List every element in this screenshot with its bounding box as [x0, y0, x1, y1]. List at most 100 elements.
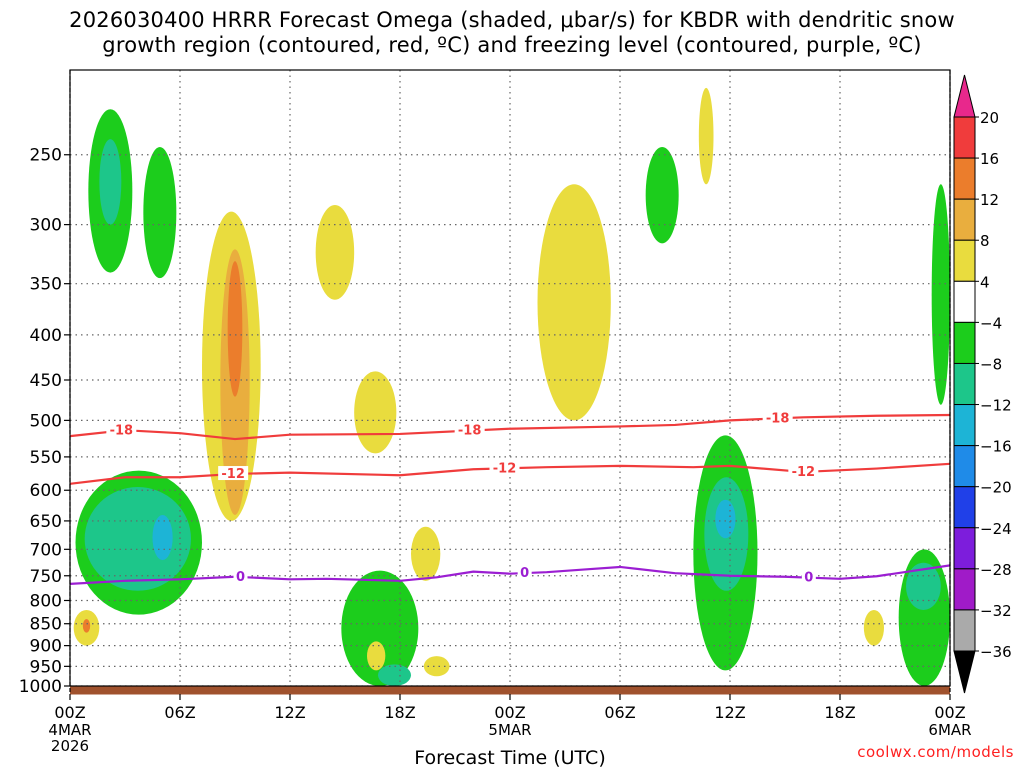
- colorbar-segment: [953, 445, 976, 488]
- y-tick-label: 350: [30, 275, 62, 295]
- site-credit: coolwx.com/models: [857, 743, 1014, 761]
- colorbar-label: 20: [980, 109, 999, 127]
- x-tick-sublabel: 5MAR: [488, 721, 531, 739]
- colorbar-label: −8: [980, 355, 1002, 373]
- chart-title-line-1: 2026030400 HRRR Forecast Omega (shaded, …: [69, 8, 955, 32]
- omega-shade-region: [698, 87, 714, 185]
- y-tick-label: 500: [30, 411, 62, 431]
- colorbar-top-arrow: [953, 74, 976, 118]
- omega-shade-region: [367, 641, 386, 671]
- colorbar-segment: [953, 404, 976, 447]
- omega-shade-region: [341, 570, 419, 686]
- colorbar-segment: [953, 609, 976, 652]
- colorbar-segment: [953, 321, 976, 364]
- y-tick-label: 600: [30, 481, 62, 501]
- y-tick-label: 450: [30, 371, 62, 391]
- colorbar-label: −4: [980, 314, 1002, 332]
- omega-shade-region: [143, 147, 177, 279]
- omega-shade-region: [99, 139, 122, 225]
- contour-label: 0: [804, 571, 813, 586]
- x-tick-label: 12Z: [274, 703, 305, 722]
- omega-shade-region: [906, 562, 941, 610]
- colorbar-label: 12: [980, 191, 999, 209]
- y-tick-label: 550: [30, 448, 62, 468]
- contour-label: -18: [458, 424, 482, 439]
- omega-shade-region: [423, 656, 450, 677]
- omega-shade-region: [645, 147, 679, 244]
- contour-label-bg: [233, 569, 248, 584]
- contour-label-bg: [489, 460, 520, 475]
- x-axis-label: Forecast Time (UTC): [414, 747, 605, 768]
- contour-label: 0: [520, 566, 529, 581]
- y-tick-label: 650: [30, 512, 62, 532]
- omega-shade-region: [537, 184, 611, 421]
- x-tick-label: 06Z: [164, 703, 195, 722]
- colorbar-label: 8: [980, 232, 990, 250]
- colorbar-label: −24: [980, 520, 1012, 538]
- y-tick-label: 300: [30, 216, 62, 236]
- y-tick-label: 850: [30, 615, 62, 635]
- omega-shade-region: [863, 609, 885, 646]
- colorbar-segment: [953, 198, 976, 241]
- colorbar-bottom-arrow: [953, 650, 976, 694]
- contour-label: -12: [493, 461, 517, 476]
- colorbar-segment: [953, 116, 976, 159]
- omega-shade-region: [84, 487, 191, 591]
- colorbar-label: 16: [980, 150, 999, 168]
- contour-label: -12: [221, 467, 245, 482]
- colorbar-label: −28: [980, 561, 1012, 579]
- colorbar-label: −12: [980, 397, 1012, 415]
- chart-title-line-2: growth region (contoured, red, ºC) and f…: [102, 33, 922, 57]
- x-tick-label: 18Z: [824, 703, 855, 722]
- colorbar-segment: [953, 568, 976, 611]
- contour-label: -18: [110, 424, 134, 439]
- colorbar-label: 4: [980, 273, 990, 291]
- colorbar-label: −20: [980, 479, 1012, 497]
- omega-shade-region: [152, 514, 173, 561]
- x-tick-sublabel: 4MAR: [48, 721, 91, 739]
- colorbar-segment: [953, 362, 976, 406]
- contour-label-bg: [454, 422, 485, 437]
- x-tick-label: 00Z: [934, 703, 965, 722]
- colorbar-segment: [953, 486, 976, 529]
- x-tick-label: 00Z: [494, 703, 525, 722]
- omega-shade-region: [315, 204, 355, 300]
- omega-shade-region: [931, 184, 950, 405]
- y-tick-label: 800: [30, 591, 62, 611]
- y-tick-label: 1000: [19, 677, 62, 697]
- colorbar-segment: [953, 239, 976, 282]
- x-tick-sublabel: 2026: [51, 737, 89, 755]
- contour-label: 0: [236, 570, 245, 585]
- y-tick-label: 950: [30, 657, 62, 677]
- contour-label: -12: [792, 465, 816, 480]
- x-tick-sublabel: 6MAR: [928, 721, 971, 739]
- colorbar-label: −32: [980, 602, 1012, 620]
- x-tick-label: 00Z: [54, 703, 85, 722]
- contour-label-bg: [762, 410, 793, 425]
- x-tick-label: 12Z: [714, 703, 745, 722]
- y-tick-label: 400: [30, 326, 62, 346]
- y-tick-label: 750: [30, 567, 62, 587]
- contour-line: [69, 564, 951, 585]
- contour-line: [69, 413, 951, 441]
- omega-shade-region: [354, 371, 397, 454]
- y-tick-label: 700: [30, 540, 62, 560]
- contour-label-bg: [801, 569, 816, 584]
- x-tick-label: 06Z: [604, 703, 635, 722]
- contour-label-bg: [218, 466, 249, 481]
- omega-shade-region: [378, 664, 411, 686]
- contour-label-bg: [106, 422, 137, 437]
- colorbar-label: −16: [980, 438, 1012, 456]
- ground-strip: [70, 685, 950, 695]
- contour-label-bg: [517, 565, 532, 580]
- contour-label-bg: [788, 463, 819, 478]
- omega-shade-region: [82, 619, 91, 633]
- x-tick-label: 18Z: [384, 703, 415, 722]
- omega-shade-region: [227, 261, 243, 397]
- contour-label: -18: [766, 411, 790, 426]
- omega-shade-region: [715, 499, 736, 539]
- colorbar-segment: [953, 280, 976, 323]
- omega-shade-region: [411, 526, 441, 581]
